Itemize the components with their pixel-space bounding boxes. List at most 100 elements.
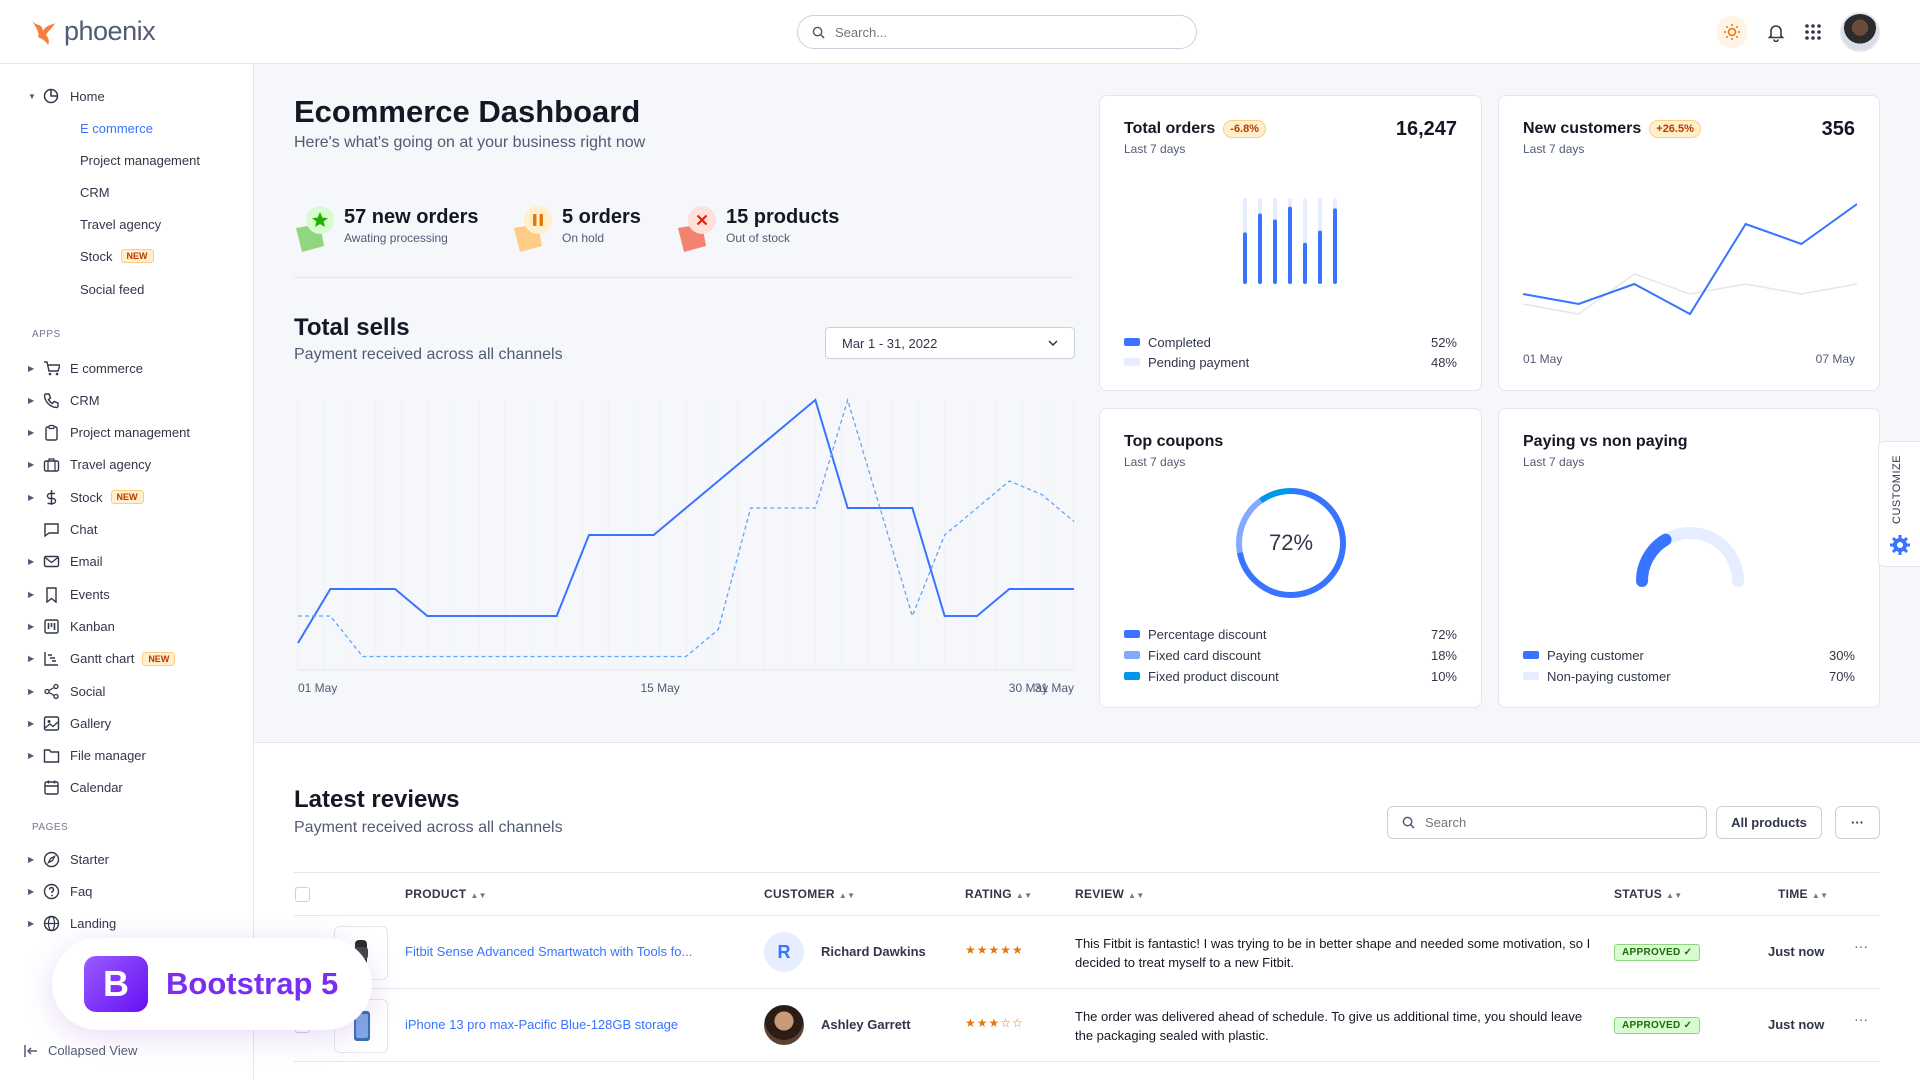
all-products-button[interactable]: All products xyxy=(1716,806,1822,839)
stat-subtitle: Awating processing xyxy=(344,231,448,245)
sidebar-item-social[interactable]: ▶ Social xyxy=(28,678,105,704)
phone-icon xyxy=(42,391,60,409)
new-badge: NEW xyxy=(142,651,176,666)
sidebar-item-label: Kanban xyxy=(70,618,115,634)
sidebar-item-landing[interactable]: ▶ Landing xyxy=(28,910,116,936)
card-paying-vs-non-paying: Paying vs non paying Last 7 days Paying … xyxy=(1498,408,1880,708)
sidebar-item-home[interactable]: ▼ Home xyxy=(28,83,105,109)
sidebar-item-crm[interactable]: ▶ CRM xyxy=(28,387,100,413)
card-title-text: Paying vs non paying xyxy=(1523,433,1688,450)
sidebar-item-gallery[interactable]: ▶ Gallery xyxy=(28,710,111,736)
column-header-label: CUSTOMER xyxy=(764,887,835,901)
sidebar-item-label: Calendar xyxy=(70,780,123,796)
sidebar-subitem-project-management[interactable]: Project management xyxy=(80,149,200,171)
card-subtitle: Last 7 days xyxy=(1523,142,1585,156)
date-range-select[interactable]: Mar 1 - 31, 2022 xyxy=(825,327,1075,359)
reviews-search[interactable] xyxy=(1387,806,1707,839)
row-actions-button[interactable]: ··· xyxy=(1854,1011,1868,1027)
sidebar-item-label: Project management xyxy=(70,425,190,441)
logo[interactable]: phoenix xyxy=(28,16,156,47)
product-link[interactable]: iPhone 13 pro max-Pacific Blue-128GB sto… xyxy=(405,1017,679,1032)
table-header: PRODUCT ▲▼ CUSTOMER ▲▼ RATING ▲▼ REVIEW ▲▼ S… xyxy=(294,872,1880,916)
star-icon xyxy=(294,206,334,252)
column-header-label: TIME xyxy=(1778,887,1808,901)
user-avatar[interactable] xyxy=(1840,12,1880,52)
sidebar-item-starter[interactable]: ▶ Starter xyxy=(28,846,109,872)
stat-out-of-stock[interactable]: 15 products Out of stock xyxy=(676,206,839,252)
sidebar-item-kanban[interactable]: ▶ Kanban xyxy=(28,613,115,639)
sidebar-section-pages: PAGES xyxy=(32,822,69,833)
bookmark-icon xyxy=(42,585,60,603)
card-title: New customers +26.5% xyxy=(1523,120,1701,138)
stat-title: 15 products xyxy=(726,206,840,228)
new-badge: NEW xyxy=(110,490,144,505)
stat-title: 5 orders xyxy=(562,206,641,228)
row-actions-button[interactable]: ··· xyxy=(1854,938,1868,954)
customer-avatar[interactable] xyxy=(764,1005,804,1045)
bar-completed xyxy=(1303,242,1307,284)
chevron-right-icon: ▶ xyxy=(28,686,35,696)
customize-tab[interactable]: CUSTOMIZE xyxy=(1878,441,1920,567)
sidebar-item-faq[interactable]: ▶ Faq xyxy=(28,878,92,904)
stat-on-hold[interactable]: 5 orders On hold xyxy=(512,206,641,252)
x-axis-end-label: 07 May xyxy=(1815,352,1855,366)
bell-icon[interactable] xyxy=(1766,22,1786,42)
column-header-customer[interactable]: CUSTOMER ▲▼ xyxy=(764,887,855,901)
customer-avatar[interactable]: R xyxy=(764,932,804,972)
stat-new-orders[interactable]: 57 new orders Awating processing xyxy=(294,206,479,252)
bar-completed xyxy=(1243,232,1247,284)
sidebar-subitem-stock[interactable]: Stock NEW xyxy=(80,245,154,267)
sidebar-item-stock[interactable]: ▶ Stock NEW xyxy=(28,484,144,510)
card-value: 16,247 xyxy=(1395,118,1457,140)
card-new-customers: New customers +26.5% Last 7 days 356 01 … xyxy=(1498,95,1880,391)
global-search[interactable] xyxy=(797,15,1197,49)
sidebar-item-events[interactable]: ▶ Events xyxy=(28,581,110,607)
collapsed-view-toggle[interactable]: Collapsed View xyxy=(24,1043,137,1058)
sidebar-item-chat[interactable]: Chat xyxy=(28,517,97,543)
calendar-icon xyxy=(42,779,60,797)
column-header-product[interactable]: PRODUCT ▲▼ xyxy=(405,887,487,901)
more-options-button[interactable]: ··· xyxy=(1835,806,1880,839)
sidebar-subitem-ecommerce[interactable]: E commerce xyxy=(80,117,153,139)
sidebar-item-file-manager[interactable]: ▶ File manager xyxy=(28,743,146,769)
sidebar-item-project-management[interactable]: ▶ Project management xyxy=(28,420,190,446)
review-time: Just now xyxy=(1768,1017,1825,1032)
bootstrap-promo-badge[interactable]: B Bootstrap 5 xyxy=(52,938,372,1030)
help-icon xyxy=(42,882,60,900)
column-header-review[interactable]: REVIEW ▲▼ xyxy=(1075,887,1145,901)
rating-stars: ★★★☆☆ xyxy=(965,1016,1024,1030)
sidebar-item-travel-agency[interactable]: ▶ Travel agency xyxy=(28,452,151,478)
column-header-time[interactable]: TIME ▲▼ xyxy=(1778,887,1828,901)
sidebar-item-label: Email xyxy=(70,554,103,570)
customer-name[interactable]: Ashley Garrett xyxy=(821,1017,911,1032)
sidebar-item-e-commerce[interactable]: ▶ E commerce xyxy=(28,355,143,381)
sidebar-subitem-label: E commerce xyxy=(80,120,153,136)
folder-icon xyxy=(42,747,60,765)
reviews-search-input[interactable] xyxy=(1425,815,1685,830)
sidebar-item-gantt-chart[interactable]: ▶ Gantt chart NEW xyxy=(28,646,176,672)
bootstrap-promo-label: Bootstrap 5 xyxy=(166,966,339,1001)
chevron-right-icon: ▶ xyxy=(28,654,35,664)
customer-name[interactable]: Richard Dawkins xyxy=(821,944,926,959)
card-top-coupons: Top coupons Last 7 days 72% Percentage d… xyxy=(1099,408,1482,708)
sidebar-subitem-crm[interactable]: CRM xyxy=(80,181,110,203)
sidebar-subitem-travel-agency[interactable]: Travel agency xyxy=(80,213,161,235)
page-title: Ecommerce Dashboard xyxy=(294,94,641,129)
product-link[interactable]: Fitbit Sense Advanced Smartwatch with To… xyxy=(405,944,693,959)
apps-grid-icon[interactable] xyxy=(1804,23,1822,41)
select-all-checkbox[interactable] xyxy=(295,887,310,902)
chevron-right-icon: ▶ xyxy=(28,460,35,470)
sidebar-item-email[interactable]: ▶ Email xyxy=(28,549,103,575)
card-title: Top coupons xyxy=(1124,433,1223,451)
legend-value: 10% xyxy=(1430,668,1457,684)
sidebar-item-calendar[interactable]: Calendar xyxy=(28,775,123,801)
column-header-rating[interactable]: RATING ▲▼ xyxy=(965,887,1032,901)
dollar-icon xyxy=(42,488,60,506)
global-search-input[interactable] xyxy=(835,24,1155,40)
column-header-status[interactable]: STATUS ▲▼ xyxy=(1614,887,1682,901)
card-title: Total orders -6.8% xyxy=(1124,120,1267,138)
sidebar-subitem-social-feed[interactable]: Social feed xyxy=(80,278,144,300)
sidebar-item-label: Chat xyxy=(70,522,98,537)
theme-toggle-button[interactable] xyxy=(1716,16,1748,48)
top-navbar: phoenix xyxy=(0,0,1920,64)
